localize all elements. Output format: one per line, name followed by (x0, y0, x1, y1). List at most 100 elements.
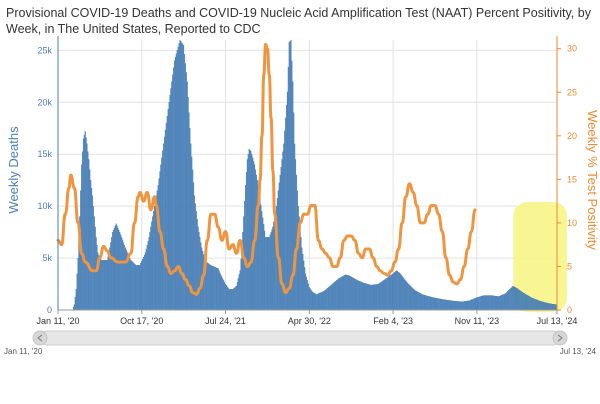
deaths-bar (104, 260, 106, 311)
deaths-bar (108, 252, 110, 311)
y-left-tick-label: 0 (47, 305, 52, 315)
deaths-bar (505, 293, 507, 311)
y-right-tick-label: 20 (567, 131, 577, 141)
deaths-bar (499, 296, 501, 311)
deaths-bar (539, 300, 541, 311)
deaths-bar (499, 295, 501, 311)
deaths-bar (452, 300, 454, 311)
deaths-bar (87, 151, 89, 311)
deaths-bar (449, 300, 450, 311)
y-right-tick-label: 10 (567, 218, 577, 228)
deaths-bar (224, 282, 226, 311)
deaths-bar (344, 275, 346, 311)
navigator-right-handle[interactable] (552, 330, 568, 346)
deaths-bar (529, 296, 531, 311)
x-tick-label: Oct 17, '20 (120, 316, 163, 326)
deaths-bar (106, 260, 108, 311)
deaths-bar (196, 219, 198, 311)
deaths-bar (354, 278, 356, 311)
deaths-bar (340, 277, 342, 311)
deaths-bar (365, 283, 367, 311)
deaths-bar (551, 303, 553, 311)
deaths-bar (170, 88, 172, 311)
deaths-bar (99, 257, 101, 311)
range-navigator[interactable]: Jan 11, '20 Jul 13, '24 (4, 330, 597, 356)
deaths-bar (410, 286, 412, 311)
deaths-bar (406, 281, 408, 311)
navigator-start-label: Jan 11, '20 (4, 347, 43, 356)
deaths-bar (347, 275, 349, 311)
deaths-bar (409, 285, 411, 311)
deaths-bar (247, 154, 249, 311)
deaths-bar (323, 291, 325, 311)
deaths-bar (246, 159, 248, 311)
deaths-bar (239, 270, 241, 311)
deaths-bar (454, 301, 456, 311)
deaths-bar (361, 282, 363, 311)
deaths-bar (518, 289, 520, 311)
deaths-bar (111, 237, 113, 311)
deaths-bar (390, 274, 392, 311)
deaths-bar (392, 273, 394, 311)
deaths-bar (498, 296, 500, 311)
positivity-series-line (56, 42, 477, 296)
deaths-bar (270, 232, 272, 311)
navigator-track[interactable] (39, 330, 561, 346)
deaths-bar (313, 292, 315, 311)
deaths-bar (439, 298, 441, 311)
deaths-bar (162, 150, 164, 311)
deaths-bar (382, 280, 384, 311)
deaths-bar (357, 280, 359, 311)
x-tick-label: Nov 11, '23 (455, 316, 500, 326)
deaths-bar (393, 272, 395, 311)
deaths-bar (262, 217, 264, 311)
deaths-bar (91, 187, 93, 311)
deaths-bar (210, 265, 212, 311)
deaths-bar (133, 262, 134, 311)
deaths-bar (306, 276, 308, 311)
deaths-bar (213, 266, 215, 311)
x-tick-label: Jul 24, '21 (205, 316, 246, 326)
deaths-bar (144, 252, 146, 311)
deaths-bar (438, 298, 440, 311)
deaths-bar (193, 182, 195, 311)
deaths-bar (163, 143, 165, 311)
deaths-bar (497, 296, 499, 311)
deaths-bar (419, 293, 421, 311)
deaths-bar (463, 301, 465, 311)
deaths-bar (483, 295, 485, 311)
deaths-bar (138, 265, 140, 311)
deaths-bar (426, 295, 428, 311)
deaths-bar (321, 291, 323, 311)
deaths-bar (459, 301, 460, 311)
deaths-bar (316, 293, 318, 311)
deaths-bar (401, 275, 403, 311)
deaths-bar (430, 296, 432, 311)
deaths-bar (172, 74, 174, 311)
deaths-bar (103, 260, 105, 311)
deaths-bar (506, 292, 508, 311)
deaths-bar (374, 284, 376, 311)
deaths-bar (394, 272, 396, 311)
deaths-bar (451, 300, 453, 311)
deaths-bar (130, 260, 132, 311)
deaths-bar (258, 191, 260, 311)
deaths-bar (369, 284, 371, 311)
deaths-bar (364, 283, 366, 311)
deaths-bar (166, 116, 168, 311)
deaths-bar (235, 286, 237, 311)
deaths-bar (414, 290, 416, 311)
deaths-bar (484, 295, 486, 311)
deaths-bar (457, 301, 459, 311)
deaths-bar (312, 292, 314, 311)
navigator-left-handle[interactable] (32, 330, 48, 346)
deaths-bar (520, 291, 522, 311)
deaths-bar (188, 112, 190, 311)
deaths-bar (336, 280, 338, 311)
deaths-bar (523, 293, 525, 311)
deaths-bar (537, 300, 539, 311)
deaths-bar (395, 271, 397, 311)
deaths-bar (387, 276, 389, 311)
deaths-bar (324, 290, 326, 311)
